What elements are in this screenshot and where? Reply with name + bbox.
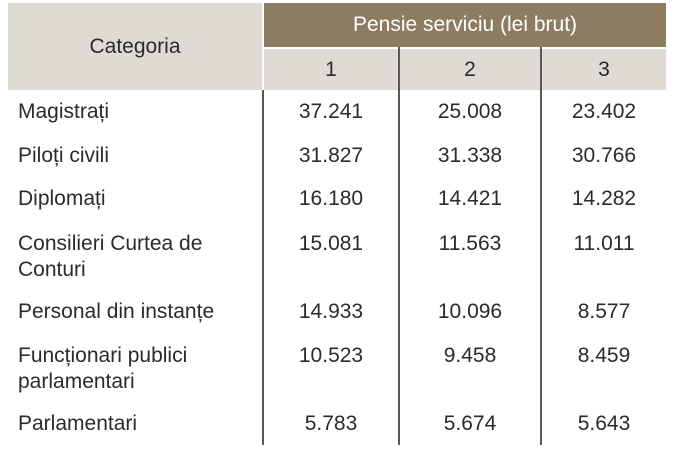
pension-group-header-label: Pensie serviciu (lei brut) <box>352 13 578 36</box>
table-row-label: Funcționari publici parlamentari <box>18 344 188 393</box>
table-cell: 8.459 <box>577 344 631 367</box>
column-header-2: 2 <box>400 49 540 90</box>
table-cell: 31.338 <box>437 144 503 167</box>
table-cell: 31.827 <box>298 144 364 167</box>
table-cell: 15.081 <box>298 232 364 255</box>
table-cell: 8.577 <box>577 300 631 323</box>
column-header-3: 3 <box>542 49 666 90</box>
table-cell: 30.766 <box>571 144 637 167</box>
category-header: Categoria <box>8 3 262 90</box>
table-cell: 11.563 <box>438 232 502 255</box>
table-row-label: Magistrați <box>18 100 110 123</box>
column-header-3-label: 3 <box>598 57 610 81</box>
table-row-label: Personal din instanțe <box>18 300 215 323</box>
table-cell: 23.402 <box>571 100 637 123</box>
table-cell: 5.783 <box>304 412 358 435</box>
column-header-1: 1 <box>264 49 398 90</box>
table-cell: 5.643 <box>577 412 631 435</box>
column-divider <box>262 90 264 445</box>
table-row-label: Diplomați <box>18 187 106 210</box>
table-row-label: Piloți civili <box>18 144 110 167</box>
table-cell: 37.241 <box>298 100 364 123</box>
pension-table: Categoria Pensie serviciu (lei brut) 1 2… <box>8 3 666 445</box>
category-header-label: Categoria <box>89 34 181 58</box>
table-cell: 5.674 <box>443 412 497 435</box>
pension-group-header: Pensie serviciu (lei brut) <box>264 3 666 47</box>
column-header-2-label: 2 <box>464 57 476 81</box>
table-cell: 14.421 <box>437 187 503 210</box>
column-divider <box>398 47 400 445</box>
table-cell: 10.096 <box>437 300 503 323</box>
table-cell: 14.282 <box>571 187 637 210</box>
table-cell: 11.011 <box>573 232 635 255</box>
table-row-label: Consilieri Curtea de Conturi <box>18 232 203 281</box>
column-header-1-label: 1 <box>325 57 337 81</box>
table-cell: 25.008 <box>437 100 503 123</box>
table-cell: 10.523 <box>298 344 364 367</box>
table-cell: 14.933 <box>298 300 364 323</box>
column-divider <box>540 47 542 445</box>
table-cell: 9.458 <box>443 344 497 367</box>
table-cell: 16.180 <box>298 187 364 210</box>
table-row-label: Parlamentari <box>18 412 138 435</box>
